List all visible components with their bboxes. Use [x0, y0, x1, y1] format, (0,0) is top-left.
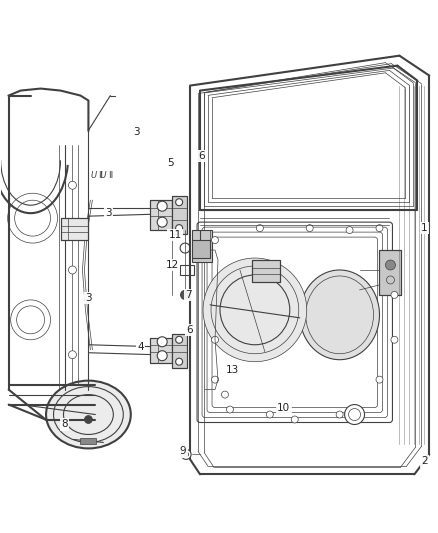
- Text: 11: 11: [169, 230, 182, 240]
- Circle shape: [256, 224, 263, 232]
- Text: 3: 3: [105, 208, 112, 218]
- Text: 1: 1: [421, 223, 427, 233]
- Circle shape: [157, 351, 167, 361]
- Circle shape: [181, 449, 191, 459]
- Circle shape: [222, 391, 229, 398]
- Circle shape: [212, 376, 219, 383]
- Bar: [252, 260, 280, 282]
- Circle shape: [203, 258, 307, 362]
- Circle shape: [376, 376, 383, 383]
- Circle shape: [176, 336, 183, 343]
- Bar: [379, 250, 401, 295]
- Bar: [172, 334, 187, 368]
- Text: 5: 5: [167, 158, 173, 168]
- Text: U: U: [90, 171, 96, 180]
- Circle shape: [306, 224, 313, 232]
- Circle shape: [376, 224, 383, 232]
- Text: II: II: [98, 171, 103, 180]
- Text: 8: 8: [61, 419, 68, 430]
- Circle shape: [85, 416, 92, 424]
- Bar: [192, 230, 212, 262]
- Circle shape: [68, 181, 77, 189]
- Bar: [192, 240, 210, 258]
- Text: 12: 12: [166, 260, 179, 270]
- Circle shape: [176, 358, 183, 365]
- Bar: [150, 338, 172, 362]
- Bar: [172, 196, 187, 234]
- Circle shape: [226, 406, 233, 413]
- Circle shape: [291, 416, 298, 423]
- Circle shape: [176, 224, 183, 232]
- Text: 7: 7: [185, 290, 191, 300]
- Circle shape: [68, 351, 77, 359]
- Bar: [60, 218, 88, 240]
- Text: 6: 6: [186, 325, 192, 335]
- Circle shape: [180, 243, 190, 253]
- Circle shape: [68, 266, 77, 274]
- Text: 13: 13: [225, 365, 239, 375]
- Bar: [252, 260, 280, 282]
- Circle shape: [180, 290, 190, 300]
- Circle shape: [385, 260, 396, 270]
- Circle shape: [391, 292, 398, 298]
- Circle shape: [346, 227, 353, 233]
- Circle shape: [212, 237, 219, 244]
- Bar: [60, 218, 88, 240]
- Ellipse shape: [46, 381, 131, 448]
- Bar: [150, 338, 172, 362]
- Circle shape: [184, 452, 189, 457]
- Bar: [379, 250, 401, 295]
- Text: 10: 10: [277, 402, 290, 413]
- Bar: [172, 196, 187, 234]
- Circle shape: [212, 336, 219, 343]
- Ellipse shape: [300, 270, 379, 360]
- Circle shape: [336, 411, 343, 418]
- Bar: [81, 439, 96, 445]
- Text: 2: 2: [421, 456, 427, 466]
- Text: 9: 9: [180, 447, 187, 456]
- Text: 6: 6: [199, 151, 205, 161]
- Bar: [150, 200, 172, 230]
- Bar: [150, 200, 172, 230]
- Bar: [172, 334, 187, 368]
- Circle shape: [157, 337, 167, 347]
- Text: II: II: [108, 171, 113, 180]
- Text: U: U: [99, 171, 106, 180]
- Circle shape: [391, 336, 398, 343]
- Text: 3: 3: [85, 293, 92, 303]
- Text: 3: 3: [133, 127, 140, 138]
- Text: 4: 4: [137, 342, 144, 352]
- Circle shape: [176, 199, 183, 206]
- Bar: [180, 265, 194, 275]
- Circle shape: [157, 217, 167, 227]
- Circle shape: [157, 201, 167, 211]
- Circle shape: [266, 411, 273, 418]
- Circle shape: [345, 405, 364, 424]
